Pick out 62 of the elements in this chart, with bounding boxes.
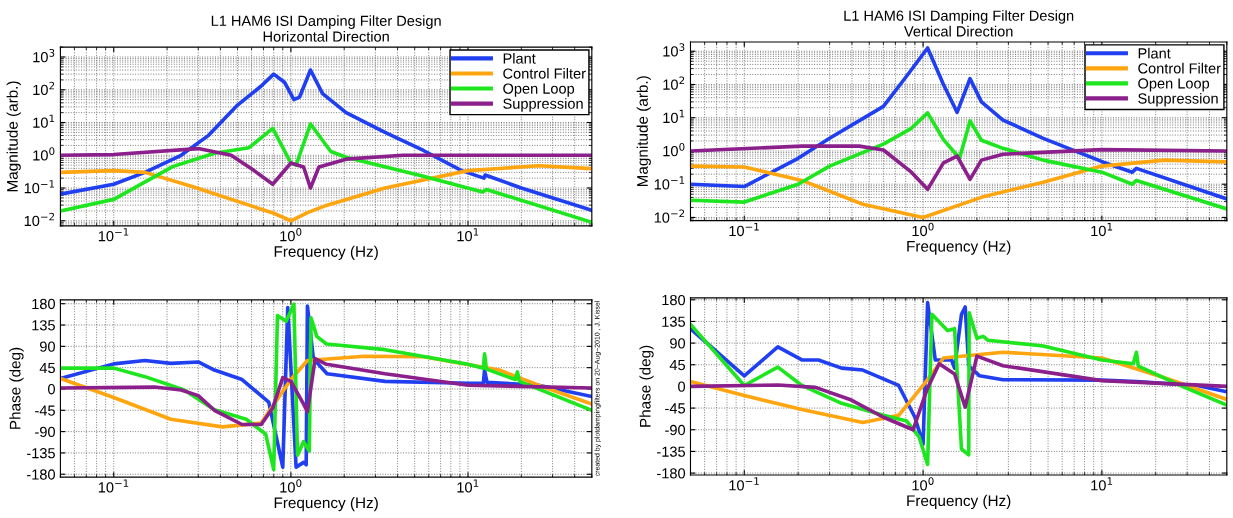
chart-subtitle: Horizontal Direction [263, 31, 389, 42]
x-tick-label: 10$^{−1}$ [98, 479, 129, 493]
legend-label: Suppression [1138, 92, 1218, 107]
y-tick-label: 10$^{1}$ [663, 109, 685, 124]
chart-title: L1 HAM6 ISI Damping Filter Design [211, 15, 441, 29]
chart-subtitle: Vertical Direction [904, 25, 1013, 37]
y-tick-label: 0 [678, 381, 686, 392]
x-tick-label: 10$^{1}$ [1091, 222, 1113, 237]
x-tick-label: 10$^{1}$ [1091, 477, 1113, 491]
x-tick-label: 10$^{−1}$ [729, 222, 759, 237]
y-tick-label: 45 [39, 362, 55, 374]
y-tick-label: 180 [662, 294, 686, 306]
y-tick-label: 135 [662, 316, 686, 327]
y-tick-label: 10$^{2}$ [663, 76, 685, 90]
y-tick-label: 10$^{1}$ [33, 114, 55, 128]
chart-title: L1 HAM6 ISI Damping Filter Design [844, 10, 1074, 24]
y-axis-title: Magnitude (arb.) [6, 81, 21, 192]
legend-label: Plant [503, 52, 536, 64]
y-tick-label: 90 [670, 338, 686, 349]
y-tick-label: 45 [669, 360, 686, 371]
y-tick-label: -135 [27, 448, 55, 459]
y-tick-label: -90 [35, 426, 55, 438]
y-tick-label: 10$^{0}$ [33, 147, 55, 161]
x-axis-title: Frequency (Hz) [907, 240, 1011, 255]
y-axis-title: Magnitude (arb.) [636, 76, 651, 187]
x-tick-label: 10$^{0}$ [280, 228, 302, 242]
x-tick-label: 10$^{−1}$ [729, 477, 759, 491]
y-tick-label: 10$^{−2}$ [24, 212, 55, 227]
legend-label: Open Loop [503, 83, 575, 97]
y-tick-label: -135 [657, 446, 686, 457]
y-tick-label: 10$^{−1}$ [24, 180, 55, 194]
x-tick-label: 10$^{0}$ [912, 477, 934, 491]
legend-label: Control Filter [503, 68, 586, 79]
legend-label: Suppression [503, 98, 583, 112]
x-tick-label: 10$^{1}$ [457, 479, 479, 493]
x-tick-label: 10$^{−1}$ [98, 228, 129, 242]
legend-label: Plant [1138, 47, 1171, 59]
y-tick-label: 0 [48, 384, 55, 395]
y-tick-label: 135 [32, 320, 55, 331]
x-tick-label: 10$^{0}$ [280, 479, 302, 493]
legend-label: Control Filter [1138, 62, 1221, 74]
x-tick-label: 10$^{0}$ [912, 222, 934, 237]
y-axis-title: Phase (deg) [639, 345, 654, 427]
y-tick-label: -90 [665, 424, 686, 436]
y-tick-label: 10$^{2}$ [33, 81, 55, 96]
y-tick-label: 180 [32, 298, 55, 310]
y-tick-label: -45 [35, 405, 55, 416]
y-tick-label: 90 [40, 341, 55, 352]
x-tick-label: 10$^{1}$ [457, 228, 479, 242]
y-tick-label: -180 [27, 469, 55, 480]
x-axis-title: Frequency (Hz) [907, 494, 1011, 510]
y-tick-label: 10$^{0}$ [663, 142, 685, 157]
y-tick-label: -45 [665, 403, 686, 414]
y-tick-label: 10$^{3}$ [33, 49, 55, 63]
y-tick-label: 10$^{3}$ [663, 43, 685, 57]
legend-label: Open Loop [1138, 78, 1210, 92]
x-axis-title: Frequency (Hz) [274, 245, 378, 260]
y-axis-title: Phase (deg) [9, 347, 24, 429]
y-tick-label: -180 [657, 468, 686, 479]
x-axis-title: Frequency (Hz) [274, 496, 378, 512]
y-tick-label: 10$^{−1}$ [654, 176, 685, 190]
y-tick-label: 10$^{−2}$ [654, 209, 685, 223]
